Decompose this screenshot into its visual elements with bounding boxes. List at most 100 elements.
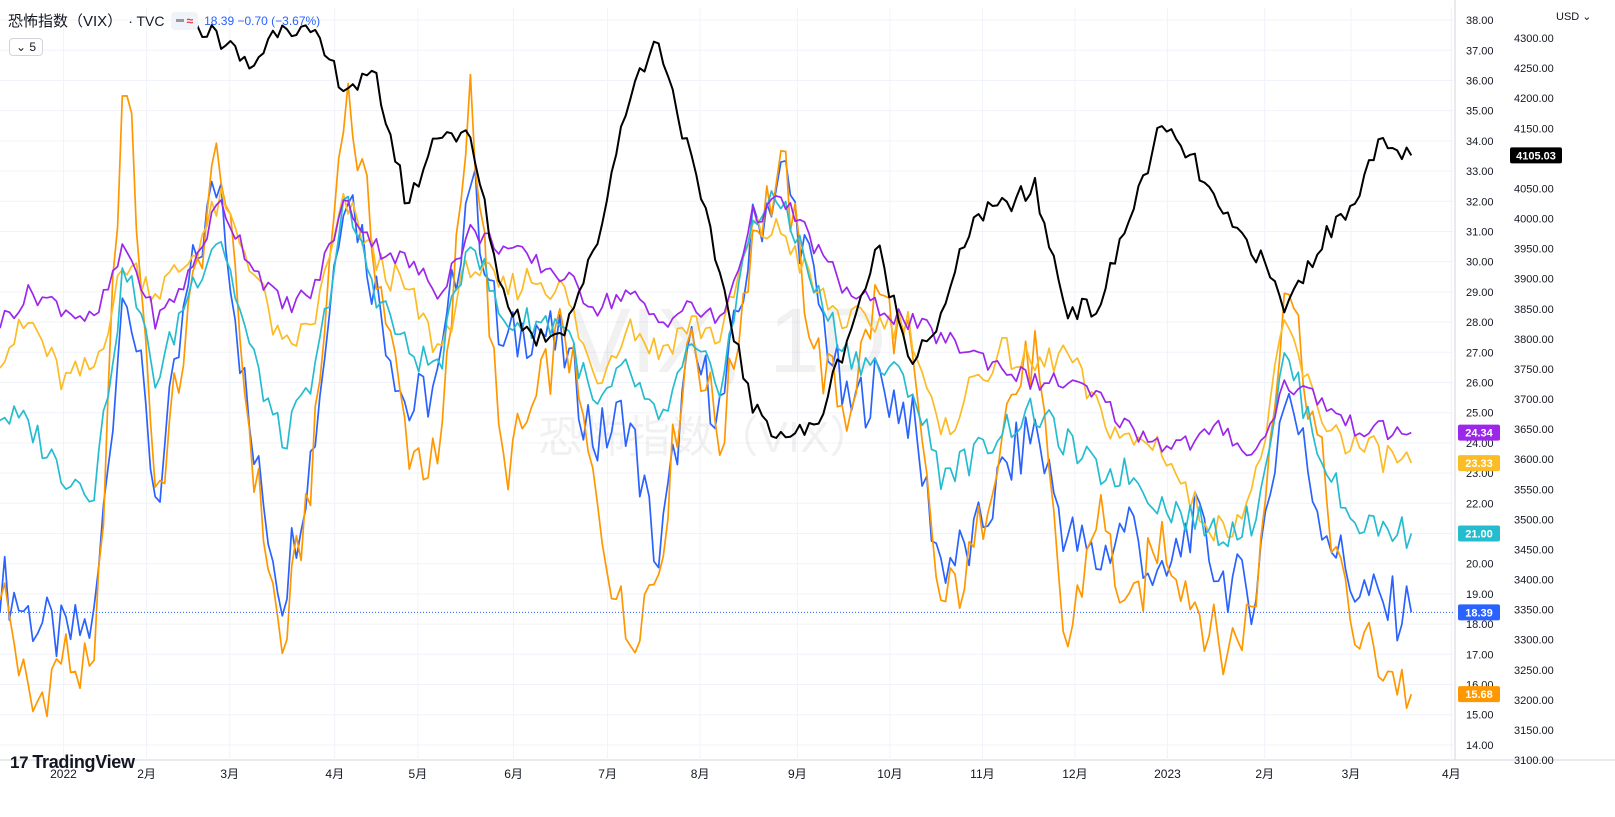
price-label-box — [1458, 686, 1500, 703]
price-label-ma2: 23.33 — [1458, 455, 1500, 472]
time-axis-tick-label: 10月 — [877, 767, 902, 781]
price-label-text: 24.34 — [1465, 428, 1493, 440]
series-line-ma2[interactable] — [0, 187, 1413, 542]
left-axis-tick-label: 32.00 — [1466, 196, 1494, 208]
minus-icon — [175, 19, 184, 22]
time-axis-tick-label: 12月 — [1062, 767, 1087, 781]
right-axis-tick-label: 3750.00 — [1514, 364, 1554, 376]
time-axis-tick-label: 4月 — [1442, 767, 1461, 781]
time-axis-tick-label: 4月 — [325, 767, 344, 781]
chevron-down-icon: ⌄ — [16, 40, 27, 54]
right-axis-tick-label: 3950.00 — [1514, 244, 1554, 256]
right-axis-tick-label: 3600.00 — [1514, 454, 1554, 466]
price-label-box — [1458, 455, 1500, 472]
left-axis-tick-label: 19.00 — [1466, 589, 1494, 601]
right-axis-tick-label: 3200.00 — [1514, 695, 1554, 707]
right-axis-tick-label: 3350.00 — [1514, 605, 1554, 617]
right-axis-tick-label: 3650.00 — [1514, 424, 1554, 436]
interval-button[interactable]: ⌄ 5 — [9, 38, 44, 56]
time-axis-tick-label: 6月 — [504, 767, 523, 781]
left-axis-tick-label: 14.00 — [1466, 740, 1494, 752]
series-line-ma3[interactable] — [0, 190, 1413, 550]
price-label-ma1: 15.68 — [1458, 686, 1500, 703]
left-axis-tick-label: 35.00 — [1466, 106, 1494, 118]
right-axis-tick-label: 4300.00 — [1514, 33, 1554, 45]
right-axis-tick-label: 3100.00 — [1514, 755, 1554, 767]
left-axis-tick-label: 22.00 — [1466, 498, 1494, 510]
price-label-text: 23.33 — [1465, 458, 1493, 470]
left-axis-tick-label: 17.00 — [1466, 649, 1494, 661]
right-axis-tick-label: 3500.00 — [1514, 514, 1554, 526]
left-axis-tick-label: 36.00 — [1466, 75, 1494, 87]
right-axis-tick-label: 3150.00 — [1514, 725, 1554, 737]
left-axis-tick-label: 27.00 — [1466, 347, 1494, 359]
right-axis-tick-label: 3900.00 — [1514, 274, 1554, 286]
price-label-text: 4105.03 — [1516, 150, 1556, 162]
left-price-axis[interactable]: 14.0015.0016.0017.0018.0019.0020.0021.00… — [1466, 15, 1494, 752]
interval-value: 5 — [29, 40, 37, 54]
right-axis-tick-label: 3700.00 — [1514, 394, 1554, 406]
series-line-vix[interactable] — [0, 159, 1413, 658]
time-axis-tick-label: 7月 — [598, 767, 617, 781]
right-axis-tick-label: 3450.00 — [1514, 544, 1554, 556]
right-axis-tick-label: 4250.00 — [1514, 63, 1554, 75]
time-axis[interactable]: 2022 2月 3月 4月 5月 6月 7月 8月 9月 10月 11月 12月 2023 2月 3月 4月 — [50, 767, 1461, 781]
tradingview-logo[interactable]: 17 TradingView — [10, 752, 135, 773]
price-label-box — [1458, 424, 1500, 441]
left-axis-tick-label: 18.00 — [1466, 619, 1494, 631]
left-axis-tick-label: 15.00 — [1466, 710, 1494, 722]
last-quote: 18.39 −0.70 (−3.67%) — [204, 13, 321, 28]
approx-eq-icon: ≈ — [186, 13, 194, 28]
tv-logo-icon: 17 — [10, 752, 29, 772]
left-axis-tick-label: 29.00 — [1466, 287, 1494, 299]
series-line-spx[interactable] — [187, 13, 1413, 439]
series-line-ma4[interactable] — [0, 195, 1412, 457]
price-label-vix: 18.39 — [1458, 604, 1500, 621]
symbol-title[interactable]: 恐怖指数（VIX） — [8, 13, 123, 30]
time-axis-tick-label: 5月 — [409, 767, 428, 781]
price-label-ma3: 21.00 — [1458, 525, 1500, 542]
left-axis-tick-label: 30.00 — [1466, 257, 1494, 269]
price-label-text: 15.68 — [1465, 689, 1493, 701]
price-label-box — [1458, 604, 1500, 621]
right-axis-tick-label: 3800.00 — [1514, 334, 1554, 346]
right-axis-tick-label: 3300.00 — [1514, 635, 1554, 647]
price-label-box — [1458, 525, 1500, 542]
right-axis-tick-label: 4000.00 — [1514, 214, 1554, 226]
price-label-text: 18.39 — [1465, 607, 1493, 619]
time-axis-tick-label: 9月 — [788, 767, 807, 781]
left-axis-tick-label: 28.00 — [1466, 317, 1494, 329]
right-axis-tick-label: 3850.00 — [1514, 304, 1554, 316]
right-price-axis[interactable]: 3100.00 3150.00 3200.00 3250.00 3300.00 3350.… — [1514, 33, 1554, 767]
price-label-spx: 4105.03 — [1510, 147, 1562, 164]
time-axis-tick-label: 8月 — [691, 767, 710, 781]
left-axis-tick-label: 37.00 — [1466, 45, 1494, 57]
left-axis-tick-label: 33.00 — [1466, 166, 1494, 178]
exchange-label: · TVC — [128, 12, 165, 29]
right-axis-tick-label: 4150.00 — [1514, 123, 1554, 135]
price-label-ma4: 24.34 — [1458, 424, 1500, 441]
price-label-box — [1510, 147, 1562, 164]
left-axis-tick-label: 34.00 — [1466, 136, 1494, 148]
price-axis-panel[interactable] — [1455, 0, 1615, 817]
currency-selector[interactable]: USD ⌄ — [1556, 10, 1592, 23]
left-axis-tick-label: 20.00 — [1466, 559, 1494, 571]
right-axis-tick-label: 4200.00 — [1514, 93, 1554, 105]
time-axis-tick-label: 3月 — [220, 767, 239, 781]
time-axis-tick-label: 2月 — [1255, 767, 1274, 781]
time-axis-tick-label: 11月 — [970, 767, 994, 781]
right-axis-tick-label: 3400.00 — [1514, 575, 1554, 587]
right-axis-tick-label: 3250.00 — [1514, 665, 1554, 677]
time-axis-tick-label: 3月 — [1342, 767, 1361, 781]
chart-header: 恐怖指数（VIX） · TVC ≈ 18.39 −0.70 (−3.67%) — [8, 10, 320, 31]
left-axis-tick-label: 31.00 — [1466, 226, 1494, 238]
logo-text: TradingView — [32, 752, 135, 772]
chevron-down-icon: ⌄ — [1582, 11, 1592, 23]
price-label-text: 21.00 — [1465, 528, 1493, 540]
series-line-ma1[interactable] — [0, 73, 1413, 718]
left-axis-tick-label: 38.00 — [1466, 15, 1494, 27]
time-axis-tick-label: 2023 — [1154, 767, 1181, 781]
status-badge[interactable]: ≈ — [170, 11, 199, 30]
